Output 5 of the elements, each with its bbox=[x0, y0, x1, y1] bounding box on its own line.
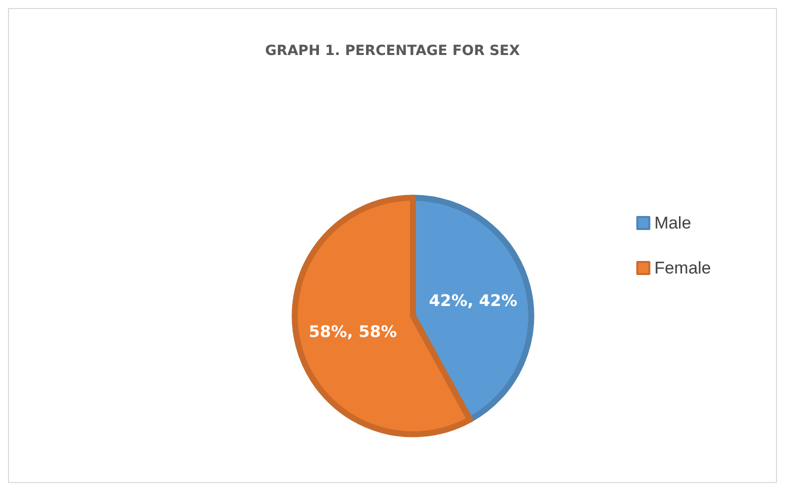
chart-title: GRAPH 1. PERCENTAGE FOR SEX bbox=[265, 43, 520, 59]
data-label: 58%, 58% bbox=[308, 322, 397, 341]
data-label: 42%, 42% bbox=[429, 291, 518, 310]
legend-label: Male bbox=[654, 214, 692, 232]
legend-label: Female bbox=[654, 258, 711, 278]
